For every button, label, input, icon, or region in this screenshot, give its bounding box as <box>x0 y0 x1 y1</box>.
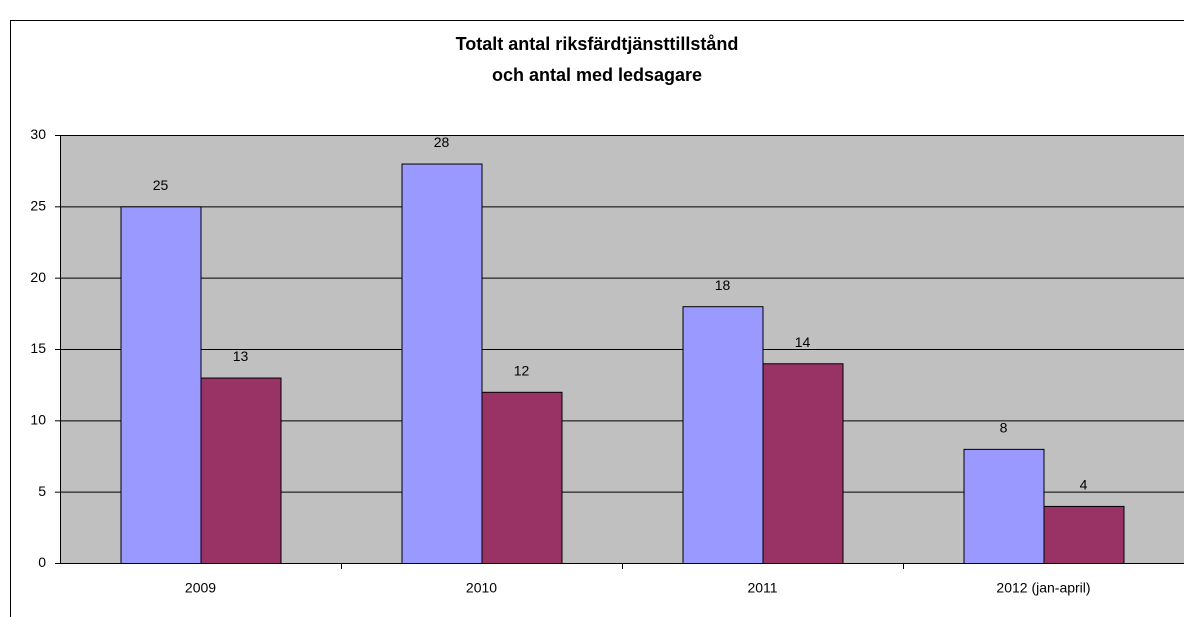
y-tick-label: 20 <box>30 269 46 285</box>
data-label: 18 <box>715 277 731 293</box>
y-tick-label: 15 <box>30 340 46 356</box>
data-label: 13 <box>233 348 249 364</box>
data-label: 28 <box>434 134 450 150</box>
y-tick-label: 25 <box>30 198 46 214</box>
data-label: 14 <box>795 334 811 350</box>
bar <box>120 206 202 564</box>
bar <box>682 306 764 564</box>
bar <box>481 391 563 564</box>
x-tick-label: 2009 <box>185 580 216 596</box>
bar <box>200 377 282 564</box>
y-tick-label: 30 <box>30 126 46 142</box>
bar <box>1043 505 1125 564</box>
data-label: 12 <box>514 363 530 379</box>
chart-title: Totalt antal riksfärdtjänsttillstånd <box>456 34 739 54</box>
chart-title: och antal med ledsagare <box>492 65 702 85</box>
data-label: 4 <box>1080 477 1088 493</box>
x-tick-label: 2011 <box>747 580 777 596</box>
y-tick-label: 5 <box>38 483 46 499</box>
y-tick-label: 10 <box>30 412 46 428</box>
bar <box>963 448 1045 564</box>
data-label: 25 <box>153 177 169 193</box>
y-tick-label: 0 <box>38 554 46 570</box>
x-tick-label: 2012 (jan-april) <box>996 580 1090 596</box>
x-tick-label: 2010 <box>466 580 497 596</box>
data-label: 8 <box>1000 420 1008 436</box>
bar <box>401 163 483 565</box>
bar <box>762 363 844 564</box>
